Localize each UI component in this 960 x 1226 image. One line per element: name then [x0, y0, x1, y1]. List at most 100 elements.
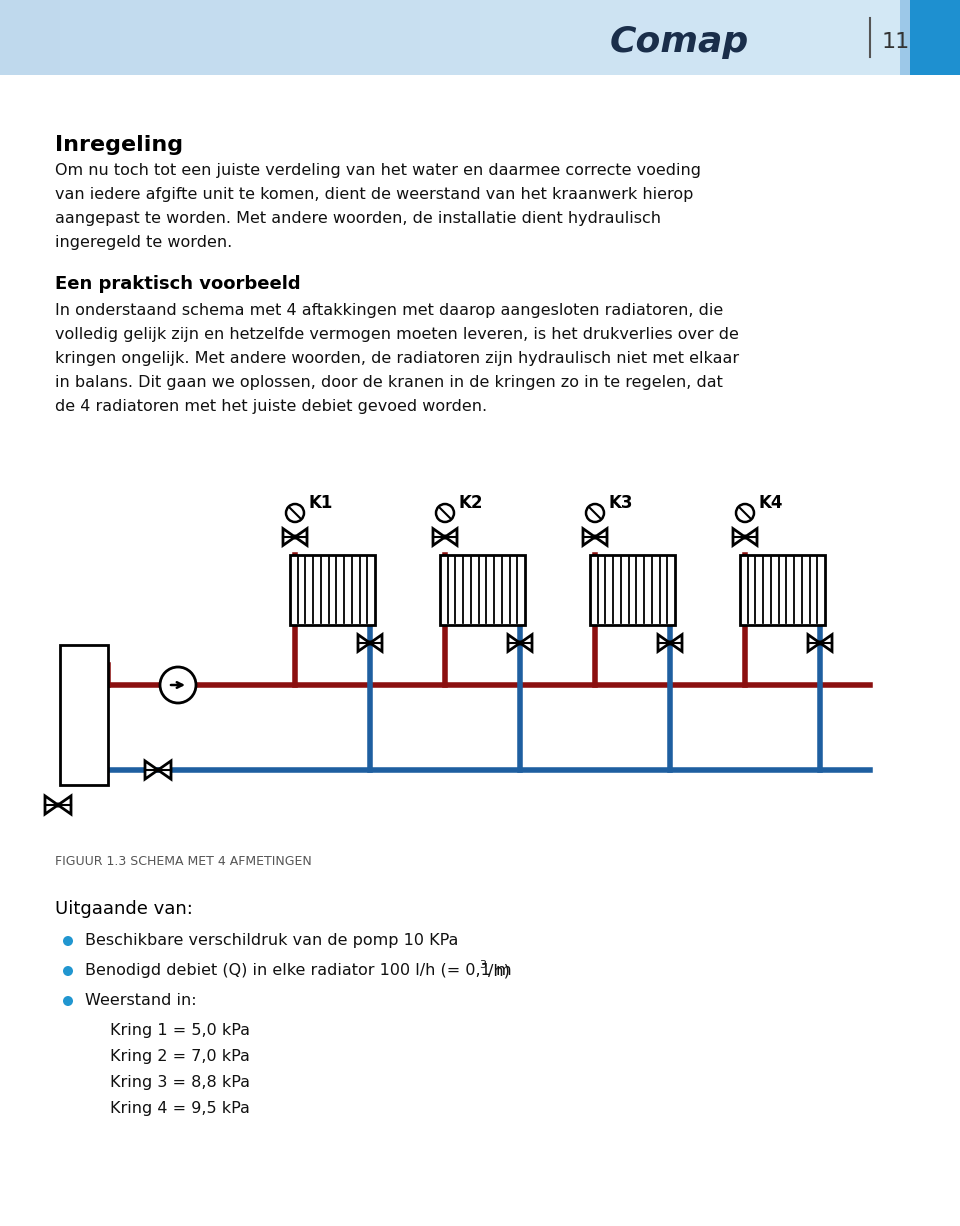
Text: K1: K1 [309, 494, 333, 512]
Polygon shape [158, 761, 171, 779]
Circle shape [592, 535, 597, 539]
Bar [270, 0, 300, 75]
Bar [330, 0, 360, 75]
Text: kringen ongelijk. Met andere woorden, de radiatoren zijn hydraulisch niet met el: kringen ongelijk. Met andere woorden, de… [55, 351, 739, 367]
Text: Benodigd debiet (Q) in elke radiator 100 l/h (= 0,1 m: Benodigd debiet (Q) in elke radiator 100… [85, 962, 512, 978]
Text: K3: K3 [609, 494, 634, 512]
Polygon shape [445, 528, 457, 546]
Bar [120, 0, 150, 75]
Polygon shape [520, 635, 532, 651]
Polygon shape [808, 635, 820, 651]
Text: aangepast te worden. Met andere woorden, de installatie dient hydraulisch: aangepast te worden. Met andere woorden,… [55, 211, 661, 226]
Circle shape [443, 535, 447, 539]
Text: de 4 radiatoren met het juiste debiet gevoed worden.: de 4 radiatoren met het juiste debiet ge… [55, 398, 487, 414]
Text: Comap: Comap [610, 25, 749, 59]
Bar [240, 0, 270, 75]
Bar [570, 0, 600, 75]
Polygon shape [508, 635, 520, 651]
Polygon shape [283, 528, 295, 546]
Circle shape [63, 996, 73, 1007]
Bar [360, 0, 390, 75]
Text: Kring 1 = 5,0 kPa: Kring 1 = 5,0 kPa [110, 1022, 250, 1038]
Polygon shape [745, 528, 757, 546]
Text: Uitgaande van:: Uitgaande van: [55, 900, 193, 918]
Bar [150, 0, 180, 75]
Polygon shape [370, 635, 382, 651]
Bar [420, 0, 450, 75]
Bar [0, 0, 900, 75]
Circle shape [818, 640, 823, 646]
Polygon shape [358, 635, 370, 651]
Circle shape [286, 504, 304, 522]
Bar [660, 0, 690, 75]
Polygon shape [295, 528, 307, 546]
Bar [90, 0, 120, 75]
Text: In onderstaand schema met 4 aftakkingen met daarop aangesloten radiatoren, die: In onderstaand schema met 4 aftakkingen … [55, 303, 723, 318]
Text: Een praktisch voorbeeld: Een praktisch voorbeeld [55, 275, 300, 293]
Circle shape [736, 504, 754, 522]
Bar [60, 645, 108, 785]
Text: Inregeling: Inregeling [55, 135, 183, 154]
Polygon shape [733, 528, 745, 546]
Bar [600, 0, 630, 75]
Bar [390, 0, 420, 75]
Bar [290, 555, 375, 625]
Bar [440, 555, 525, 625]
Bar [300, 0, 330, 75]
Text: /h): /h) [488, 962, 510, 978]
Circle shape [160, 667, 196, 702]
Bar [60, 0, 90, 75]
Text: Weerstand in:: Weerstand in: [85, 993, 197, 1008]
Bar [510, 0, 540, 75]
Bar [590, 555, 675, 625]
Text: K4: K4 [759, 494, 783, 512]
Circle shape [667, 640, 673, 646]
Bar [630, 0, 660, 75]
Bar [0, 0, 30, 75]
Bar [0, 0, 500, 75]
Polygon shape [595, 528, 607, 546]
Bar [450, 0, 480, 75]
Circle shape [436, 504, 454, 522]
Bar [840, 0, 870, 75]
Circle shape [586, 504, 604, 522]
Text: 11: 11 [882, 32, 910, 51]
Text: K2: K2 [459, 494, 484, 512]
Bar [740, 555, 825, 625]
Text: Om nu toch tot een juiste verdeling van het water en daarmee correcte voeding: Om nu toch tot een juiste verdeling van … [55, 163, 701, 178]
Bar [540, 0, 570, 75]
Bar [180, 0, 210, 75]
Bar [910, 0, 960, 75]
Bar [750, 0, 780, 75]
Circle shape [156, 767, 160, 772]
Text: volledig gelijk zijn en hetzelfde vermogen moeten leveren, is het drukverlies ov: volledig gelijk zijn en hetzelfde vermog… [55, 327, 739, 342]
Text: Beschikbare verschildruk van de pomp 10 KPa: Beschikbare verschildruk van de pomp 10 … [85, 933, 458, 948]
Polygon shape [58, 796, 71, 814]
Circle shape [56, 803, 60, 808]
Bar [780, 0, 810, 75]
Text: ingeregeld te worden.: ingeregeld te worden. [55, 235, 232, 250]
Polygon shape [670, 635, 682, 651]
Circle shape [63, 935, 73, 946]
Circle shape [742, 535, 748, 539]
Bar [870, 0, 900, 75]
Polygon shape [658, 635, 670, 651]
Circle shape [368, 640, 372, 646]
Text: in balans. Dit gaan we oplossen, door de kranen in de kringen zo in te regelen, : in balans. Dit gaan we oplossen, door de… [55, 375, 723, 390]
Circle shape [517, 640, 522, 646]
Bar [720, 0, 750, 75]
Text: van iedere afgifte unit te komen, dient de weerstand van het kraanwerk hierop: van iedere afgifte unit te komen, dient … [55, 188, 693, 202]
Bar [690, 0, 720, 75]
Bar [30, 0, 60, 75]
Polygon shape [583, 528, 595, 546]
Bar [480, 0, 510, 75]
Text: Kring 2 = 7,0 kPa: Kring 2 = 7,0 kPa [110, 1049, 250, 1064]
Circle shape [293, 535, 298, 539]
Text: Kring 4 = 9,5 kPa: Kring 4 = 9,5 kPa [110, 1101, 250, 1116]
Text: Kring 3 = 8,8 kPa: Kring 3 = 8,8 kPa [110, 1075, 250, 1090]
Text: 3: 3 [479, 960, 486, 970]
Polygon shape [433, 528, 445, 546]
Polygon shape [145, 761, 158, 779]
Bar [900, 0, 910, 75]
Polygon shape [45, 796, 58, 814]
